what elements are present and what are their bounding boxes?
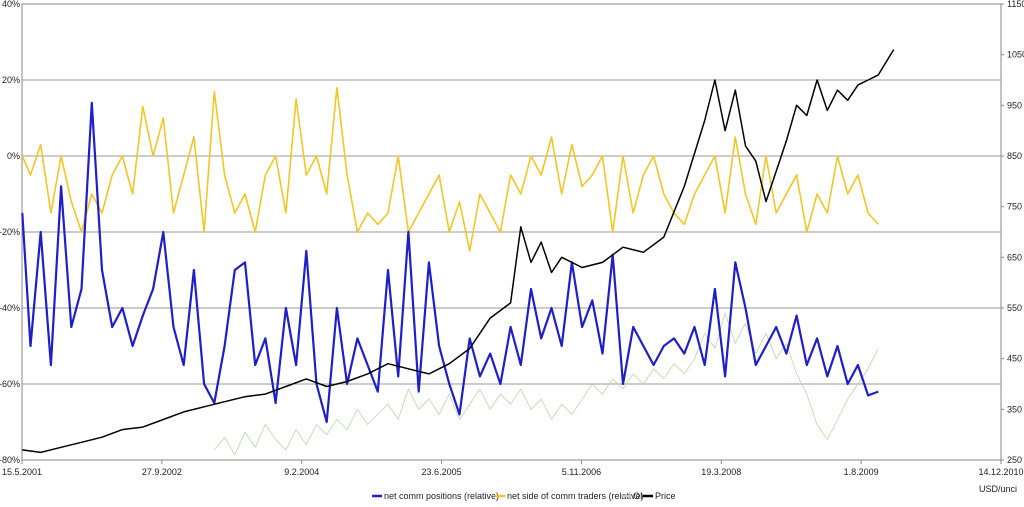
left-axis: 40% 20% 0% -20% -40% -60% -80%	[0, 0, 20, 465]
right-tick-label: 550	[1007, 303, 1022, 313]
series-line-net-comm	[21, 101, 879, 424]
right-tick-label: 250	[1007, 455, 1022, 465]
right-axis: 1150 1050 950 850 750 650 550 450 350 250	[1001, 0, 1024, 465]
series-line-price	[22, 49, 895, 454]
left-tick-label: 0%	[7, 151, 20, 161]
right-tick-label: 450	[1007, 354, 1022, 364]
series-line-oi	[213, 312, 879, 456]
right-tick-label: 650	[1007, 252, 1022, 262]
legend-label: Price	[655, 491, 676, 501]
x-tick-label: 14.12.2010	[978, 467, 1023, 477]
x-tick-label: 23.6.2005	[422, 467, 462, 477]
right-tick-label: 950	[1007, 100, 1022, 110]
legend-label: OI	[633, 491, 643, 501]
series-line-net-side	[21, 86, 879, 252]
right-axis-label: USD/unci	[979, 484, 1017, 494]
x-tick-label: 9.2.2004	[284, 467, 319, 477]
left-tick-label: 40%	[2, 0, 20, 9]
legend: net comm positions (relative) net side of…	[372, 491, 676, 501]
left-tick-label: -80%	[0, 455, 20, 465]
x-axis: 15.5.2001 27.9.2002 9.2.2004 23.6.2005 5.11.…	[2, 460, 1024, 477]
right-tick-label: 350	[1007, 404, 1022, 414]
right-tick-label: 1150	[1007, 0, 1024, 9]
right-tick-label: 850	[1007, 151, 1022, 161]
right-tick-label: 1050	[1007, 50, 1024, 60]
left-tick-label: -60%	[0, 379, 20, 389]
series-layer	[21, 49, 895, 456]
legend-label: net comm positions (relative)	[384, 491, 499, 501]
x-tick-label: 15.5.2001	[2, 467, 42, 477]
x-tick-label: 1.8.2009	[844, 467, 879, 477]
right-tick-label: 750	[1007, 202, 1022, 212]
x-tick-label: 19.3.2008	[701, 467, 741, 477]
left-tick-label: -40%	[0, 303, 20, 313]
x-tick-label: 27.9.2002	[142, 467, 182, 477]
left-tick-label: -20%	[0, 227, 20, 237]
legend-label: net side of comm traders (relative)	[507, 491, 644, 501]
x-tick-label: 5.11.2006	[562, 467, 601, 477]
left-tick-label: 20%	[2, 75, 20, 85]
